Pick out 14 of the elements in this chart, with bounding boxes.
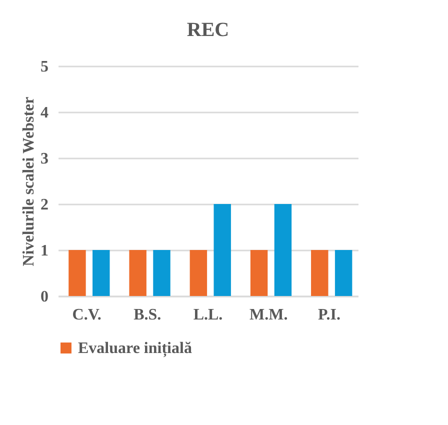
y-tick-label: 0 — [40, 288, 48, 306]
x-tick-label: B.S. — [134, 306, 162, 324]
chart-title: REC — [186, 19, 230, 41]
y-tick-label: 5 — [40, 58, 48, 76]
x-tick-label: L.L. — [193, 306, 223, 324]
x-tick-label: P.I. — [318, 306, 340, 324]
x-tick-label: C.V. — [72, 306, 102, 324]
x-tick-label: M.M. — [250, 306, 288, 324]
y-tick-label: 2 — [40, 196, 48, 214]
y-axis-title: Nivelurile scalei Webster — [20, 96, 38, 266]
legend-label: Evaluare inițială — [78, 340, 192, 358]
y-tick-label: 3 — [40, 150, 48, 168]
y-tick-label: 1 — [40, 242, 48, 260]
y-tick-label: 4 — [40, 104, 48, 122]
